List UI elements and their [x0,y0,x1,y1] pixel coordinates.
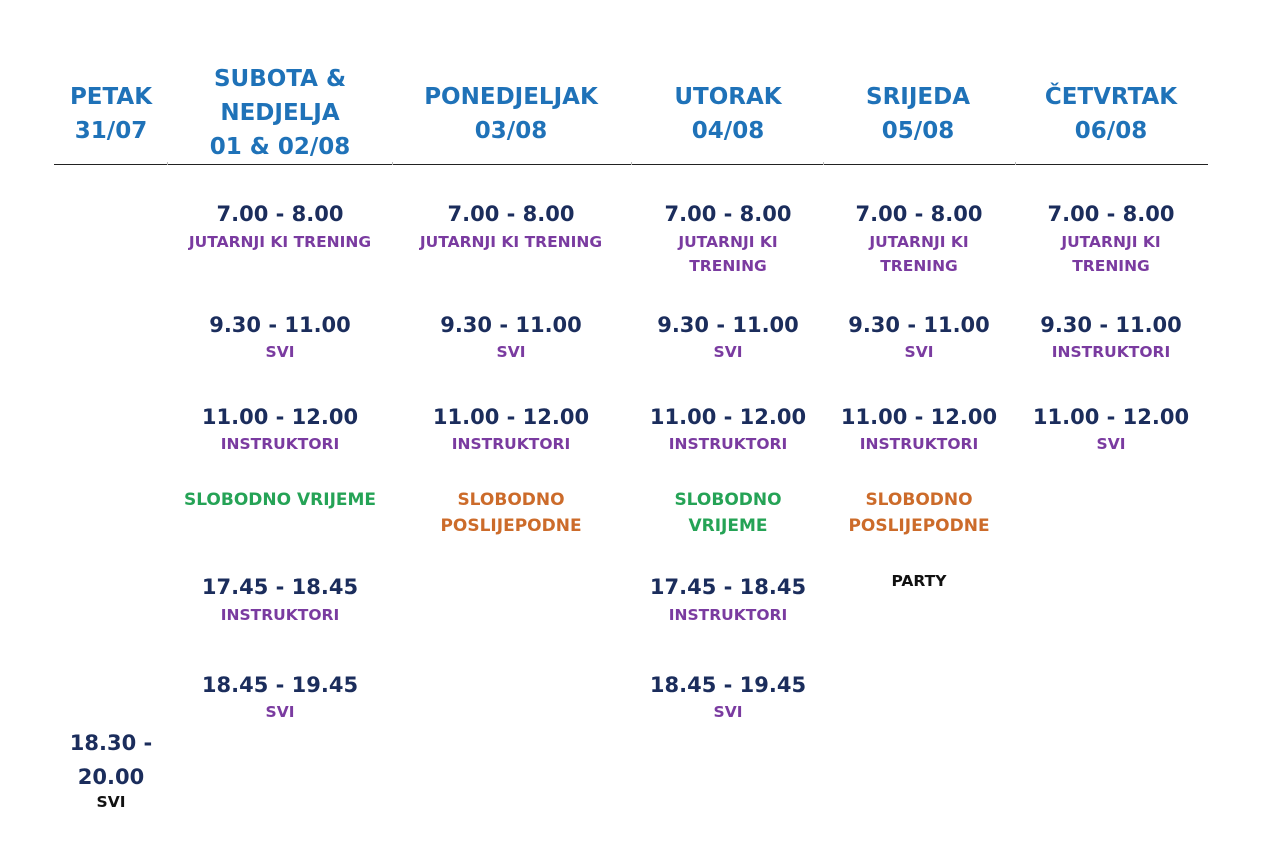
petak-label: SVI [96,793,126,811]
ponedjeljak-label-1: JUTARNJI KI TRENING [419,233,603,251]
header-date: 06/08 [1074,118,1148,144]
header-date: 01 & 02/08 [209,134,351,160]
header-day: PONEDJELJAK [424,84,598,110]
header-day: UTORAK [674,84,782,110]
column-separator [167,162,168,165]
subota-label-3: INSTRUKTORI [220,435,340,453]
srijeda-party-label: PARTY [891,572,947,590]
utorak-time-2: 9.30 - 11.00 [657,313,799,337]
petak-time-start: 18.30 - [69,731,153,755]
srijeda-time-2: 9.30 - 11.00 [848,313,990,337]
header-utorak: UTORAK 04/08 [648,80,808,148]
subota-time-3: 11.00 - 12.00 [201,405,359,429]
column-separator [392,162,393,165]
utorak-time-5: 18.45 - 19.45 [649,673,807,697]
ponedjeljak-time-2: 9.30 - 11.00 [440,313,582,337]
header-petak: PETAK 31/07 [55,80,167,148]
subota-time-1: 7.00 - 8.00 [216,202,344,226]
column-separator [1015,162,1016,165]
column-separator [631,162,632,165]
utorak-label-1: JUTARNJI KI TRENING [678,233,778,275]
subota-free-time: SLOBODNO VRIJEME [183,490,377,510]
column-separator [823,162,824,165]
ponedjeljak-label-2: SVI [496,343,526,361]
srijeda-label-1: JUTARNJI KI TRENING [869,233,969,275]
subota-label-2: SVI [265,343,295,361]
header-subota-nedjelja: SUBOTA & NEDJELJA 01 & 02/08 [185,62,375,164]
subota-time-5: 18.45 - 19.45 [201,673,359,697]
header-date: 05/08 [881,118,955,144]
cetvrtak-time-3: 11.00 - 12.00 [1032,405,1190,429]
ponedjeljak-label-3: INSTRUKTORI [451,435,571,453]
header-day: SUBOTA & NEDJELJA [213,66,347,126]
cetvrtak-label-2: INSTRUKTORI [1051,343,1171,361]
subota-time-4: 17.45 - 18.45 [201,575,359,599]
subota-label-4: INSTRUKTORI [220,606,340,624]
header-cetvrtak: ČETVRTAK 06/08 [1027,80,1195,148]
header-date: 03/08 [474,118,548,144]
utorak-label-2: SVI [713,343,743,361]
header-ponedjeljak: PONEDJELJAK 03/08 [402,80,620,148]
srijeda-free-time: SLOBODNO POSLIJEPODNE [848,490,990,536]
header-day: ČETVRTAK [1044,84,1178,110]
subota-label-5: SVI [265,703,295,721]
subota-time-2: 9.30 - 11.00 [209,313,351,337]
cetvrtak-label-1: JUTARNJI KI TRENING [1061,233,1161,275]
srijeda-time-1: 7.00 - 8.00 [855,202,983,226]
cetvrtak-label-3: SVI [1096,435,1126,453]
header-date: 04/08 [691,118,765,144]
header-day: SRIJEDA [866,84,970,110]
srijeda-label-3: INSTRUKTORI [859,435,979,453]
cetvrtak-time-1: 7.00 - 8.00 [1047,202,1175,226]
srijeda-label-2: SVI [904,343,934,361]
cetvrtak-time-2: 9.30 - 11.00 [1040,313,1182,337]
utorak-label-5: SVI [713,703,743,721]
utorak-time-1: 7.00 - 8.00 [664,202,792,226]
header-day: PETAK [69,84,153,110]
utorak-time-3: 11.00 - 12.00 [649,405,807,429]
header-date: 31/07 [74,118,148,144]
subota-label-1: JUTARNJI KI TRENING [188,233,372,251]
ponedjeljak-time-3: 11.00 - 12.00 [432,405,590,429]
header-srijeda: SRIJEDA 05/08 [838,80,998,148]
utorak-label-4: INSTRUKTORI [668,606,788,624]
ponedjeljak-free-time: SLOBODNO POSLIJEPODNE [440,490,582,536]
srijeda-time-3: 11.00 - 12.00 [840,405,998,429]
petak-time-end: 20.00 [77,765,145,789]
utorak-label-3: INSTRUKTORI [668,435,788,453]
utorak-free-time: SLOBODNO VRIJEME [674,490,782,536]
ponedjeljak-time-1: 7.00 - 8.00 [447,202,575,226]
utorak-time-4: 17.45 - 18.45 [649,575,807,599]
